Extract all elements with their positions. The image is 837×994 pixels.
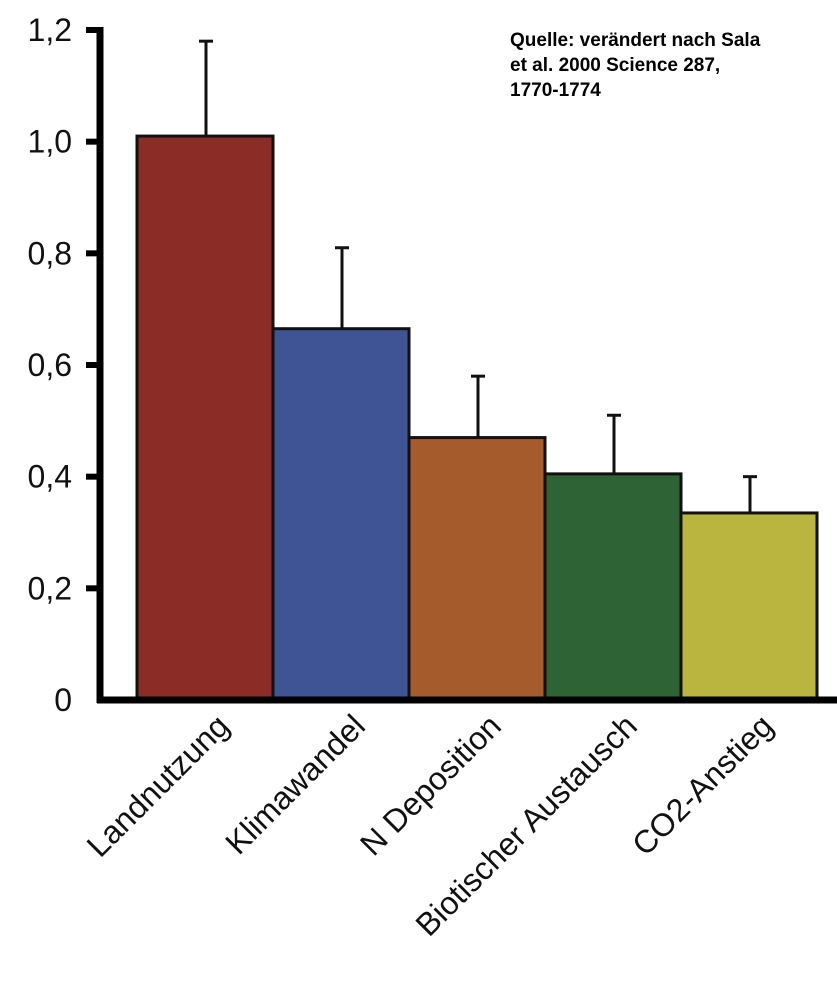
bar-0 [135, 134, 275, 702]
bar-1 [271, 327, 411, 702]
category-label: CO2-Anstieg [625, 707, 780, 862]
y-tick-label: 1,0 [28, 124, 72, 160]
bar-3 [543, 472, 683, 702]
category-label: Biotischer Austausch [408, 707, 643, 942]
y-tick-label: 0,2 [28, 570, 72, 606]
category-label: Klimawandel [218, 707, 372, 861]
source-note: Quelle: verändert nach Sala et al. 2000 … [510, 30, 761, 101]
error-bars-group [199, 39, 757, 513]
y-tick-label: 0,6 [28, 347, 72, 383]
category-label: Landnutzung [80, 707, 236, 863]
y-tick-label: 1,2 [28, 12, 72, 48]
bar-2 [407, 436, 547, 702]
bar-4 [679, 511, 819, 702]
y-tick-label: 0 [54, 682, 72, 718]
y-tick-label: 0,4 [28, 459, 72, 495]
y-tick-label: 0,8 [28, 235, 72, 271]
category-label: N Deposition [353, 707, 508, 862]
y-ticks-group: 0 0,2 0,4 0,6 0,8 1,0 1,2 [28, 12, 100, 718]
